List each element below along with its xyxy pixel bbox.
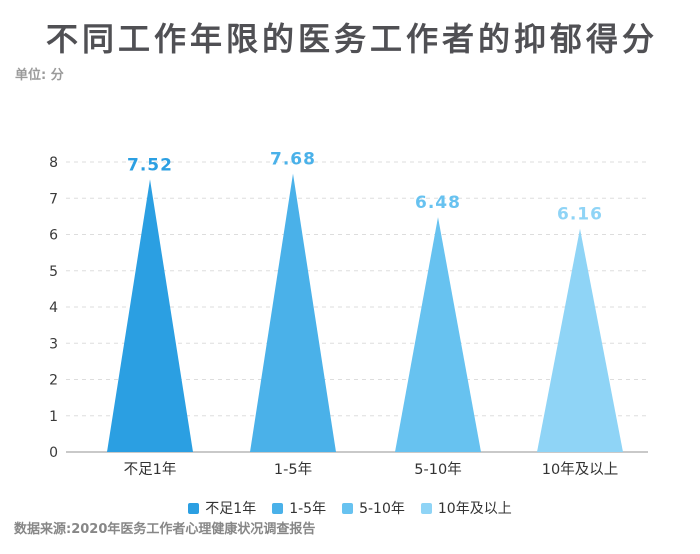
y-tick-label: 6 (49, 228, 58, 244)
y-tick-label: 1 (49, 409, 58, 425)
legend-label: 1-5年 (289, 501, 327, 517)
legend-label: 5-10年 (359, 501, 405, 517)
x-axis-label: 10年及以上 (542, 461, 618, 478)
x-axis-label: 5-10年 (414, 461, 461, 478)
legend-item[interactable]: 1-5年 (272, 498, 326, 518)
legend-item[interactable]: 5-10年 (342, 498, 405, 518)
legend-item[interactable]: 10年及以上 (420, 498, 512, 518)
value-label: 6.16 (557, 205, 603, 225)
y-tick-label: 0 (49, 445, 58, 461)
x-axis-label: 不足1年 (124, 461, 177, 478)
legend-swatch-icon (342, 502, 354, 514)
y-tick-label: 8 (49, 155, 58, 171)
x-axis-label: 1-5年 (274, 461, 312, 478)
y-tick-label: 7 (49, 191, 58, 207)
bar-triangle (250, 173, 336, 452)
legend-item[interactable]: 不足1年 (188, 498, 256, 518)
bar-triangle (107, 179, 193, 452)
legend-swatch-icon (272, 502, 284, 514)
value-label: 7.68 (270, 150, 316, 170)
legend-swatch-icon (188, 502, 200, 514)
legend-label: 不足1年 (205, 501, 257, 517)
y-tick-label: 5 (49, 264, 58, 280)
data-source-note: 数据来源:2020年医务工作者心理健康状况调查报告 (14, 522, 316, 537)
y-tick-label: 4 (49, 300, 58, 316)
value-label: 6.48 (415, 193, 461, 213)
legend-swatch-icon (420, 502, 432, 514)
bar-triangle (395, 217, 481, 452)
bar-triangle (537, 228, 623, 452)
chart-title: 不同工作年限的医务工作者的抑郁得分 (46, 20, 659, 58)
value-label: 7.52 (127, 155, 173, 175)
legend: 不足1年 1-5年 5-10年 10年及以上 (0, 498, 700, 518)
y-tick-label: 2 (49, 373, 58, 389)
unit-label: 单位: 分 (15, 68, 64, 83)
legend-label: 10年及以上 (437, 501, 512, 517)
y-tick-label: 3 (49, 336, 58, 352)
